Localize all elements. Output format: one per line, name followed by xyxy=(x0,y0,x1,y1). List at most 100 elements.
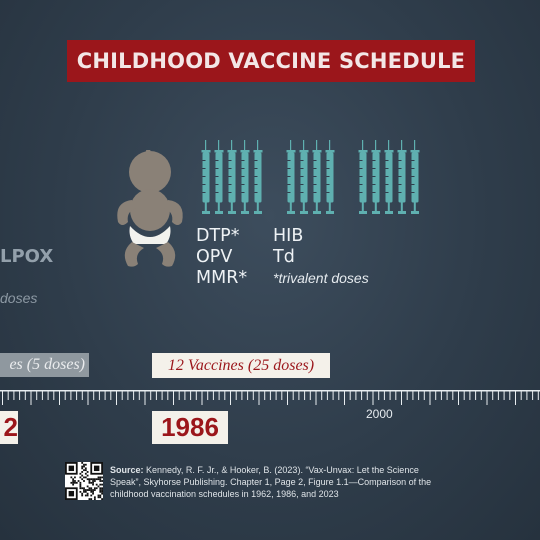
timeline-tick xyxy=(258,391,260,405)
timeline-tick xyxy=(315,391,317,405)
vaccine-opv: OPV xyxy=(196,247,233,267)
timeline-tick xyxy=(475,391,477,400)
timeline-tick xyxy=(446,391,448,400)
timeline-tick xyxy=(201,391,203,405)
timeline-tick xyxy=(252,391,254,400)
year-label-partial: 2 xyxy=(0,411,18,444)
timeline-tick xyxy=(532,391,534,400)
vaccine-dtp: DTP* xyxy=(196,226,240,246)
syringe-icon xyxy=(410,140,420,214)
timeline-tick xyxy=(435,391,437,400)
syringe-icon xyxy=(201,140,211,214)
vaccine-hib: HIB xyxy=(273,226,304,246)
syringe-icon xyxy=(214,140,224,214)
timeline-tick xyxy=(463,391,465,400)
syringe-icon xyxy=(312,140,322,214)
timeline-tick xyxy=(87,391,89,405)
timeline-tick xyxy=(469,391,471,400)
timeline-tick xyxy=(224,391,226,400)
vaccine-list-left: DTP* OPV MMR* xyxy=(196,226,247,289)
syringe-icon xyxy=(358,140,368,214)
timeline-tick xyxy=(406,391,408,400)
timeline-tick xyxy=(292,391,294,400)
timeline-tick xyxy=(526,391,528,400)
timeline-tick xyxy=(47,391,49,400)
timeline-tick xyxy=(173,391,174,405)
timeline-tick xyxy=(138,391,140,400)
timeline-tick xyxy=(178,391,180,400)
timeline-tick xyxy=(440,391,442,400)
timeline-tick xyxy=(378,391,380,400)
timeline-tick xyxy=(212,391,214,400)
timeline-tick xyxy=(59,391,60,405)
timeline-tick xyxy=(36,391,38,400)
timeline-tick xyxy=(418,391,420,400)
timeline-tick xyxy=(70,391,72,400)
syringe-icon xyxy=(397,140,407,214)
timeline-tick xyxy=(133,391,135,400)
timeline-tick xyxy=(30,391,32,405)
timeline-tick xyxy=(275,391,277,400)
timeline-tick xyxy=(515,391,516,405)
timeline-tick xyxy=(269,391,271,400)
timeline-tick xyxy=(281,391,283,400)
timeline-tick xyxy=(304,391,306,400)
source-citation: Source: Kennedy, R. F. Jr., & Hooker, B.… xyxy=(110,464,440,500)
timeline-tick xyxy=(41,391,43,400)
timeline-tick xyxy=(509,391,511,400)
timeline-tick xyxy=(13,391,15,400)
timeline-tick xyxy=(349,391,351,400)
timeline-tick xyxy=(520,391,522,400)
timeline-tick xyxy=(366,391,368,400)
source-label: Source: xyxy=(110,465,144,475)
timeline-tick xyxy=(326,391,328,400)
timeline-tick xyxy=(492,391,494,400)
timeline-tick xyxy=(161,391,163,400)
timeline-tick xyxy=(195,391,197,400)
timeline-tick xyxy=(190,391,192,400)
timeline-tick xyxy=(355,391,357,400)
timeline-tick xyxy=(486,391,488,405)
syringe-icon xyxy=(286,140,296,214)
syringe-group xyxy=(201,140,420,214)
syringe-icon xyxy=(325,140,335,214)
timeline-ruler xyxy=(0,390,540,405)
timeline-tick xyxy=(81,391,83,400)
timeline-tick xyxy=(338,391,340,400)
timeline-tick xyxy=(401,391,402,405)
source-text: Kennedy, R. F. Jr., & Hooker, B. (2023).… xyxy=(110,465,432,499)
timeline-tick xyxy=(309,391,311,400)
vaccine-td: Td xyxy=(273,247,295,267)
timeline-tick xyxy=(480,391,482,400)
timeline-axis xyxy=(0,390,540,392)
timeline-tick xyxy=(184,391,186,400)
timeline-tick xyxy=(458,391,459,405)
timeline-tick xyxy=(144,391,146,405)
syringe-icon xyxy=(227,140,237,214)
timeline-tick xyxy=(503,391,505,400)
timeline-tick xyxy=(150,391,152,400)
timeline-tick xyxy=(93,391,95,400)
syringe-icon xyxy=(240,140,250,214)
baby-icon xyxy=(117,150,183,267)
timeline-tick xyxy=(19,391,21,400)
timeline-tick xyxy=(98,391,100,400)
year-1986-label: 1986 xyxy=(152,411,228,444)
timeline-tick xyxy=(2,391,3,405)
timeline-tick xyxy=(537,391,539,400)
timeline-tick xyxy=(167,391,169,400)
timeline-tick xyxy=(218,391,220,400)
timeline-tick xyxy=(264,391,266,400)
timeline-tick xyxy=(247,391,249,400)
syringe-icon xyxy=(253,140,263,214)
timeline-tick xyxy=(332,391,334,400)
timeline-tick xyxy=(361,391,363,400)
timeline-tick xyxy=(452,391,454,400)
page-title: CHILDHOOD VACCINE SCHEDULE xyxy=(67,40,475,82)
timeline-tick xyxy=(287,391,288,405)
timeline-tick xyxy=(389,391,391,400)
timeline-tick xyxy=(321,391,323,400)
timeline-tick xyxy=(412,391,414,400)
syringe-icon xyxy=(371,140,381,214)
timeline-tick xyxy=(372,391,374,405)
